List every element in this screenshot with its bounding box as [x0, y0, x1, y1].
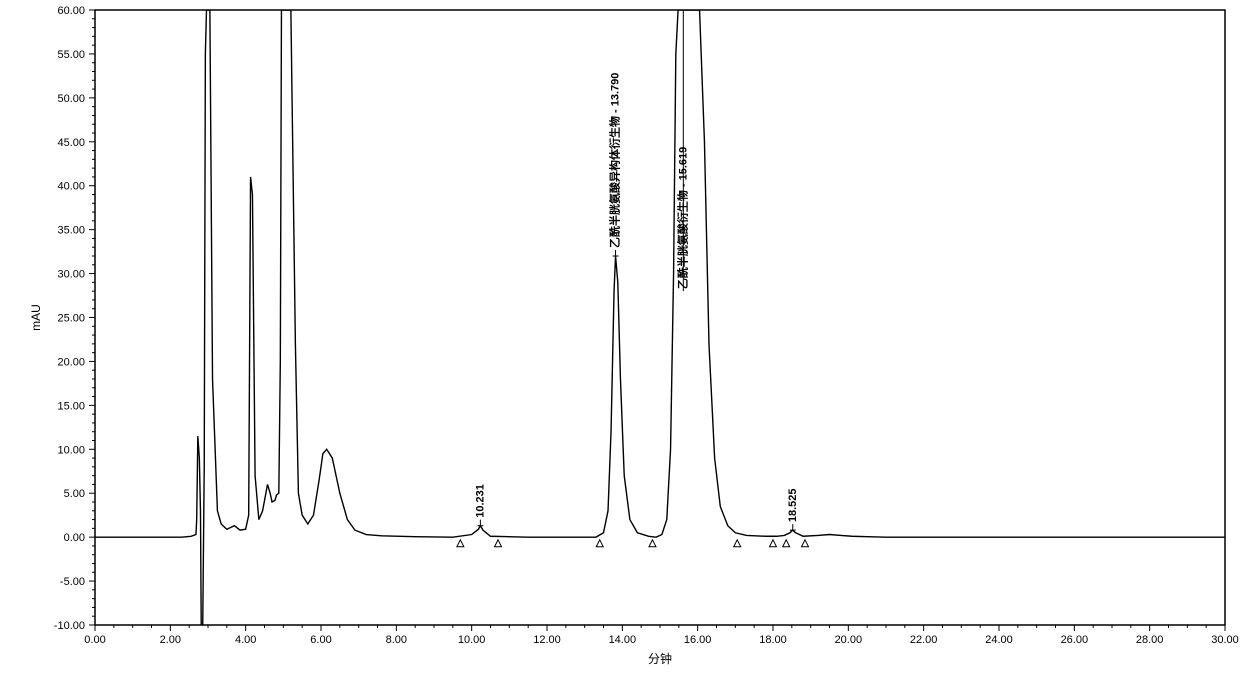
baseline-marker-icon — [770, 540, 777, 547]
peak-label: 乙酰半胱氨酸衍生物 - 15.619 — [675, 147, 689, 289]
baseline-marker-icon — [457, 540, 464, 547]
y-tick-label: 35.00 — [57, 225, 85, 237]
chart-svg: 0.00 2.00 4.00 6.00 8.00 10.00 12.00 14.00 16.00… — [0, 0, 1240, 675]
y-tick-label: 25.00 — [57, 313, 85, 325]
y-tick-label: -5.00 — [60, 576, 85, 588]
x-tick-label: 12.00 — [533, 634, 561, 646]
baseline-marker-icon — [783, 540, 790, 547]
y-tick-label: 40.00 — [57, 181, 85, 193]
y-tick-label: 55.00 — [57, 49, 85, 61]
x-tick-label: 20.00 — [835, 634, 863, 646]
y-tick-label: 10.00 — [57, 444, 85, 456]
x-tick-label: 30.00 — [1211, 634, 1239, 646]
x-tick-label: 4.00 — [235, 634, 256, 646]
y-tick-label: 0.00 — [64, 532, 85, 544]
x-tick-label: 22.00 — [910, 634, 938, 646]
baseline-marker-icon — [596, 540, 603, 547]
y-tick-label: -10.00 — [54, 620, 85, 632]
peak-label: 10.231 — [474, 484, 486, 518]
x-tick-label: 2.00 — [160, 634, 181, 646]
x-tick-label: 24.00 — [985, 634, 1013, 646]
y-tick-label: 30.00 — [57, 269, 85, 281]
baseline-marker-icon — [649, 540, 656, 547]
x-tick-label: 8.00 — [386, 634, 407, 646]
x-tick-label: 14.00 — [609, 634, 637, 646]
peak-label: 18.525 — [787, 488, 799, 522]
x-tick-label: 10.00 — [458, 634, 486, 646]
chromatogram-chart: 0.00 2.00 4.00 6.00 8.00 10.00 12.00 14.00 16.00… — [0, 0, 1240, 675]
baseline-marker-icon — [802, 540, 809, 547]
y-tick-label: 50.00 — [57, 93, 85, 105]
x-tick-label: 6.00 — [310, 634, 331, 646]
y-tick-label: 15.00 — [57, 400, 85, 412]
y-tick-label: 60.00 — [57, 5, 85, 17]
trace-line — [95, 10, 1225, 625]
x-tick-label: 16.00 — [684, 634, 712, 646]
x-tick-label: 26.00 — [1061, 634, 1089, 646]
x-axis-label: 分钟 — [648, 651, 672, 666]
x-tick-label: 0.00 — [84, 634, 105, 646]
y-tick-label: 5.00 — [64, 488, 85, 500]
y-axis-label: mAU — [29, 304, 43, 331]
peak-label: 乙酰半胱氨酸异构体衍生物 - 13.790 — [608, 73, 622, 248]
baseline-marker-icon — [734, 540, 741, 547]
y-tick-label: 20.00 — [57, 356, 85, 368]
x-tick-label: 28.00 — [1136, 634, 1164, 646]
x-tick-label: 18.00 — [759, 634, 787, 646]
baseline-marker-icon — [495, 540, 502, 547]
y-tick-label: 45.00 — [57, 137, 85, 149]
